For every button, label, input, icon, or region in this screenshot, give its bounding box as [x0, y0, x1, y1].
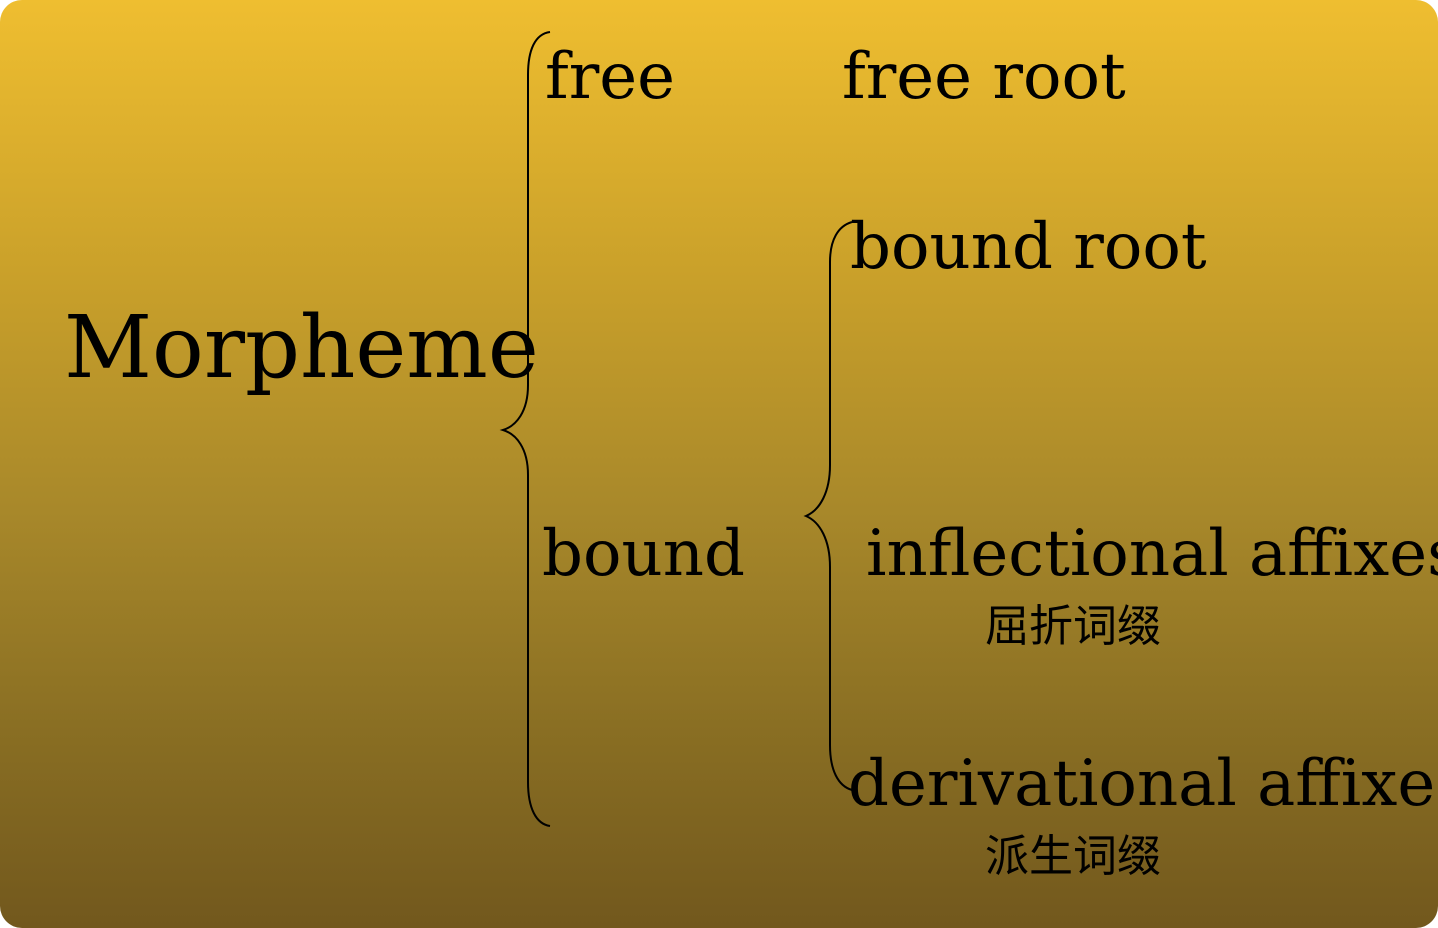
label-derivational-affixes: derivational affixes [848, 747, 1438, 821]
label-free-root: free root [842, 40, 1126, 114]
label-bound-root: bound root [850, 210, 1207, 284]
bound-curly-brace [803, 221, 853, 791]
main-curly-brace [499, 31, 551, 827]
label-derivational-affixes-chinese: 派生词缀 [985, 831, 1161, 882]
label-bound: bound [542, 517, 745, 591]
label-free: free [545, 40, 676, 114]
label-inflectional-affixes: inflectional affixes [866, 517, 1438, 591]
root-label-morpheme: Morpheme [64, 298, 539, 398]
label-inflectional-affixes-chinese: 屈折词缀 [985, 601, 1161, 652]
